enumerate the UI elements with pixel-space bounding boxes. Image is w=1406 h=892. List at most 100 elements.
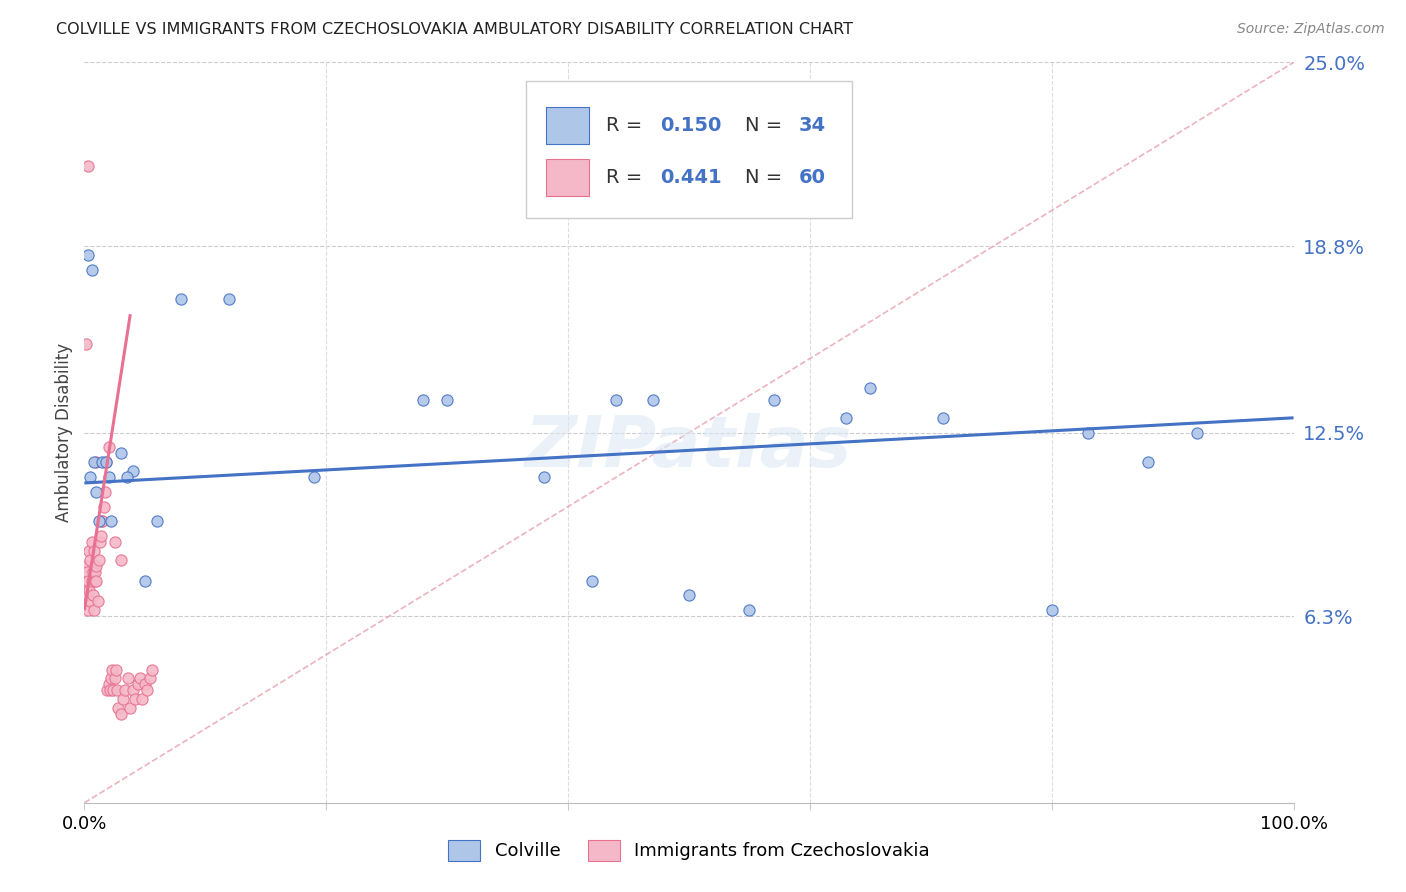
Point	[436, 392, 458, 407]
Point	[218, 293, 240, 307]
Point	[77, 574, 100, 588]
Point	[86, 484, 108, 499]
Point	[110, 446, 132, 460]
Text: 0.441: 0.441	[659, 168, 721, 186]
Point	[89, 535, 111, 549]
Point	[112, 692, 135, 706]
Point	[107, 701, 129, 715]
Point	[93, 500, 115, 514]
Point	[762, 392, 785, 407]
Text: N =: N =	[745, 116, 787, 135]
Point	[80, 535, 103, 549]
Text: 60: 60	[799, 168, 825, 186]
Point	[83, 544, 105, 558]
Point	[104, 672, 127, 686]
Point	[97, 441, 120, 455]
Point	[170, 293, 193, 307]
Point	[1077, 425, 1099, 440]
Point	[641, 392, 664, 407]
Point	[73, 589, 96, 603]
Point	[86, 455, 108, 469]
Point	[131, 692, 153, 706]
Point	[82, 589, 104, 603]
Point	[79, 553, 101, 567]
Point	[80, 574, 103, 588]
Point	[100, 515, 122, 529]
Point	[98, 683, 121, 698]
Point	[678, 589, 700, 603]
Point	[91, 455, 114, 469]
Point	[141, 663, 163, 677]
Point	[115, 470, 138, 484]
Point	[120, 701, 142, 715]
Point	[134, 574, 156, 588]
Point	[932, 410, 955, 425]
Point	[90, 529, 112, 543]
Point	[97, 677, 120, 691]
Text: N =: N =	[745, 168, 787, 186]
Text: COLVILLE VS IMMIGRANTS FROM CZECHOSLOVAKIA AMBULATORY DISABILITY CORRELATION CHA: COLVILLE VS IMMIGRANTS FROM CZECHOSLOVAK…	[56, 22, 853, 37]
Point	[75, 558, 97, 573]
Point	[80, 262, 103, 277]
Point	[1185, 425, 1208, 440]
Point	[94, 455, 117, 469]
Text: R =: R =	[606, 168, 648, 186]
Point	[75, 582, 97, 597]
Point	[82, 565, 104, 579]
Point	[302, 470, 325, 484]
Legend: Colville, Immigrants from Czechoslovakia: Colville, Immigrants from Czechoslovakia	[440, 832, 938, 868]
Point	[79, 470, 101, 484]
Text: Source: ZipAtlas.com: Source: ZipAtlas.com	[1237, 22, 1385, 37]
Point	[134, 677, 156, 691]
Point	[94, 455, 117, 469]
Point	[121, 464, 143, 478]
Point	[117, 672, 139, 686]
Point	[86, 574, 108, 588]
Point	[77, 248, 100, 262]
Point	[97, 470, 120, 484]
Point	[77, 582, 100, 597]
Point	[110, 553, 132, 567]
Point	[138, 672, 160, 686]
Point	[86, 558, 108, 573]
Text: 0.150: 0.150	[659, 116, 721, 135]
Point	[605, 392, 627, 407]
Point	[738, 603, 761, 617]
Point	[412, 392, 434, 407]
Point	[100, 672, 122, 686]
Point	[94, 484, 117, 499]
Text: R =: R =	[606, 116, 648, 135]
Point	[104, 535, 127, 549]
Point	[75, 336, 97, 351]
Point	[835, 410, 858, 425]
Y-axis label: Ambulatory Disability: Ambulatory Disability	[55, 343, 73, 522]
Point	[77, 544, 100, 558]
Point	[83, 603, 105, 617]
Text: ZIPatlas: ZIPatlas	[526, 413, 852, 482]
Point	[581, 574, 603, 588]
Point	[84, 574, 107, 588]
Point	[127, 677, 149, 691]
Point	[103, 683, 125, 698]
Point	[76, 589, 98, 603]
Point	[129, 672, 152, 686]
Point	[79, 594, 101, 608]
Point	[104, 663, 127, 677]
Point	[87, 515, 110, 529]
Point	[121, 683, 143, 698]
Point	[1137, 455, 1160, 469]
Point	[84, 565, 107, 579]
Point	[1040, 603, 1063, 617]
Point	[83, 455, 105, 469]
FancyBboxPatch shape	[526, 81, 852, 218]
Point	[77, 603, 100, 617]
Point	[859, 381, 882, 395]
Point	[77, 159, 100, 173]
Point	[87, 553, 110, 567]
Point	[76, 565, 98, 579]
Point	[114, 683, 136, 698]
Point	[86, 594, 108, 608]
FancyBboxPatch shape	[547, 107, 589, 144]
Point	[96, 683, 118, 698]
Point	[533, 470, 555, 484]
